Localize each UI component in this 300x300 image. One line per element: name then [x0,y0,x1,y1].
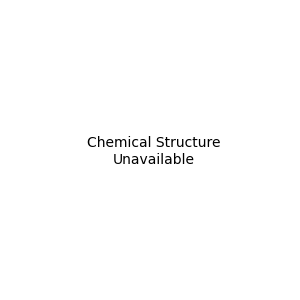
Text: Chemical Structure
Unavailable: Chemical Structure Unavailable [87,136,220,166]
